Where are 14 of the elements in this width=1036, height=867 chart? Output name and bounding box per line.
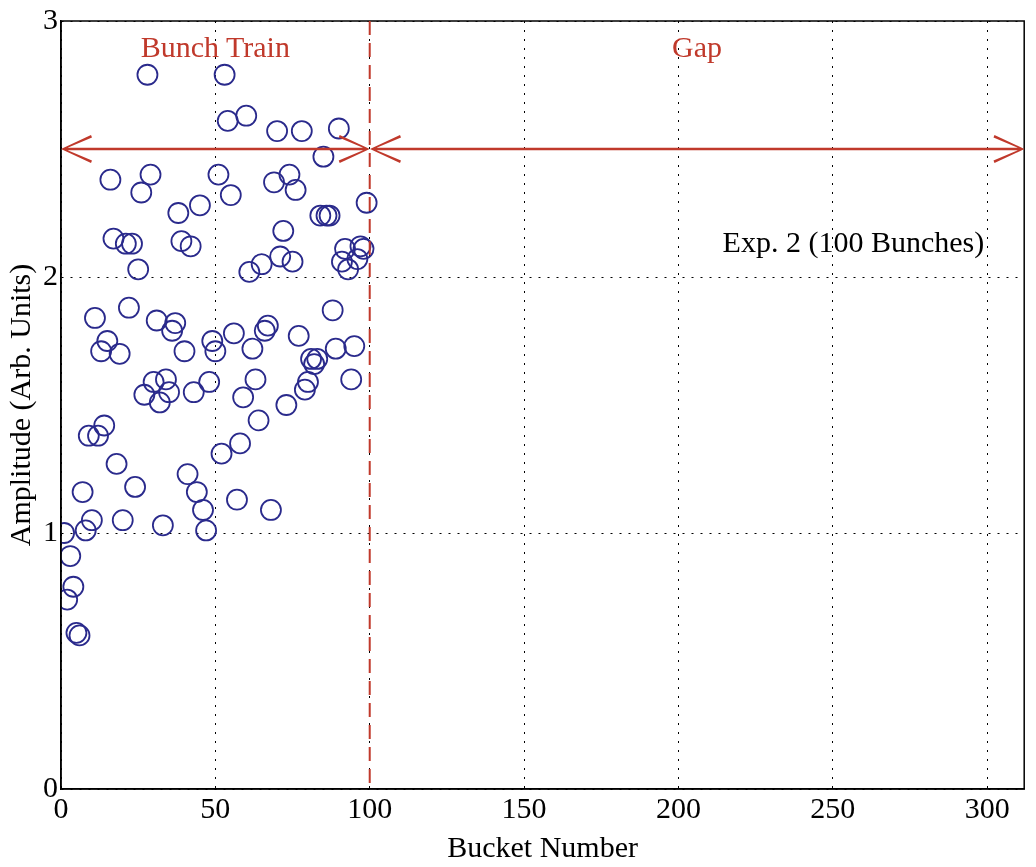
x-tick-label: 50: [200, 790, 231, 824]
x-tick-label: 300: [964, 790, 1010, 824]
y-axis-title: Amplitude (Arb. Units): [2, 263, 37, 547]
annotation: Exp. 2 (100 Bunches): [722, 224, 985, 259]
y-tick-label: 2: [43, 257, 58, 291]
y-tick-label: 3: [43, 1, 58, 35]
annotation: Bunch Train: [140, 29, 290, 63]
y-tick-label: 1: [43, 513, 58, 547]
annotation: Gap: [671, 29, 722, 63]
x-axis-title: Bucket Number: [447, 829, 638, 863]
x-tick-label: 250: [810, 790, 856, 824]
x-tick-label: 100: [347, 790, 393, 824]
x-tick-label: 200: [655, 790, 701, 824]
x-tick-label: 150: [501, 790, 547, 824]
